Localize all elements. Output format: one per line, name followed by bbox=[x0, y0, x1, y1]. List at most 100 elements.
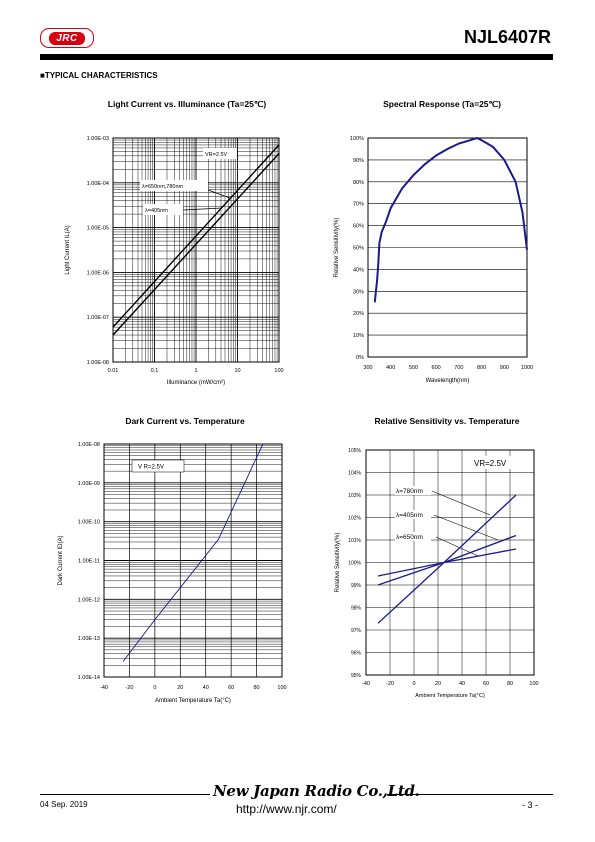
chart1-annotation: λ=405nm bbox=[145, 208, 168, 214]
chart4-y-tick-label: 105% bbox=[348, 448, 361, 454]
chart2-y-tick-label: 0% bbox=[356, 355, 364, 361]
chart1-x-axis-label: Illuminance (mW/cm²) bbox=[167, 380, 225, 386]
chart2-title: Spectral Response (Ta=25℃) bbox=[383, 99, 501, 109]
chart4-y-tick-label: 99% bbox=[351, 583, 362, 589]
footer-rule-right bbox=[387, 794, 553, 795]
chart1-series-line-1 bbox=[112, 153, 280, 336]
chart3-series-line bbox=[122, 443, 264, 662]
chart4-annotation-bg bbox=[470, 456, 514, 469]
chart2-y-tick-label: 50% bbox=[353, 246, 364, 252]
chart2-x-tick-label: 700 bbox=[454, 365, 463, 371]
chart2-y-tick-label: 90% bbox=[353, 158, 364, 164]
chart1-y-tick-label: 1.00E-06 bbox=[87, 270, 109, 276]
chart3-title: Dark Current vs. Temperature bbox=[125, 416, 245, 426]
chart3-annotation: V R=2.5V bbox=[138, 465, 164, 471]
jrc-logo: JRC bbox=[40, 28, 94, 48]
chart1-x-tick-label: 1 bbox=[194, 368, 197, 374]
chart3-x-tick-label: 100 bbox=[277, 685, 286, 691]
chart2-x-tick-label: 1000 bbox=[521, 365, 533, 371]
chart1-y-axis-label: Light Current IL(A) bbox=[65, 225, 71, 274]
chart4-annotation-bg bbox=[395, 486, 431, 495]
chart2-x-tick-label: 300 bbox=[363, 365, 372, 371]
chart1-y-tick-label: 1.00E-07 bbox=[87, 315, 109, 321]
chart4-y-tick-label: 98% bbox=[351, 606, 362, 612]
chart4-y-tick-label: 104% bbox=[348, 471, 361, 477]
footer-rule-left bbox=[40, 794, 210, 795]
chart4-annotation-bg bbox=[395, 532, 431, 541]
chart1-annotation-bg bbox=[143, 204, 183, 215]
chart2-series-line bbox=[373, 136, 528, 303]
header-rule bbox=[40, 54, 553, 60]
chart1-title: Light Current vs. Illuminance (Ta=25℃) bbox=[107, 99, 267, 109]
chart4-x-axis-label: Ambient Temperature Ta(°C) bbox=[415, 693, 485, 699]
chart2-x-tick-label: 500 bbox=[409, 365, 418, 371]
chart4-x-tick-label: 0 bbox=[412, 681, 415, 687]
chart3-y-tick-label: 1.00E-14 bbox=[78, 675, 100, 681]
chart3-x-axis-label: Ambient Temperature Ta(°C) bbox=[155, 698, 231, 704]
chart2-y-tick-label: 70% bbox=[353, 202, 364, 208]
chart1-series-line-0 bbox=[112, 144, 280, 328]
chart1-plot-frame bbox=[112, 137, 280, 363]
chart4-y-tick-label: 101% bbox=[348, 538, 361, 544]
chart1-y-tick-label: 1.00E-08 bbox=[87, 360, 109, 366]
chart2-y-tick-label: 40% bbox=[353, 267, 364, 273]
page-number: - 3 - bbox=[522, 800, 539, 810]
website-url: http://www.njr.com/ bbox=[236, 802, 337, 816]
chart3-y-tick-label: 1.00E-11 bbox=[78, 559, 100, 565]
chart2-x-tick-label: 900 bbox=[500, 365, 509, 371]
chart1-annotation-bg bbox=[140, 180, 208, 191]
chart4-series-line-2 bbox=[377, 534, 517, 586]
chart3-x-tick-label: 20 bbox=[177, 685, 183, 691]
chart4-y-tick-label: 103% bbox=[348, 493, 361, 499]
chart3-y-axis-label: Dark Current ID(A) bbox=[58, 535, 64, 585]
chart1-x-tick-label: 0.01 bbox=[108, 368, 119, 374]
chart3-y-tick-label: 1.00E-10 bbox=[78, 520, 100, 526]
chart2-y-tick-label: 100% bbox=[350, 136, 364, 142]
chart4-y-tick-label: 102% bbox=[348, 516, 361, 522]
part-number: NJL6407R bbox=[463, 27, 551, 47]
chart1-x-tick-label: 10 bbox=[234, 368, 240, 374]
chart4-annotation: λ=780nm bbox=[396, 488, 423, 495]
chart4-y-axis-label: Relative Sensitivity(%) bbox=[335, 533, 341, 593]
chart3-plot-frame bbox=[103, 443, 283, 678]
chart3-x-tick-label: -20 bbox=[125, 685, 133, 691]
chart2-y-tick-label: 80% bbox=[353, 180, 364, 186]
chart4-x-tick-label: -20 bbox=[386, 681, 394, 687]
chart1-y-tick-label: 1.00E-03 bbox=[87, 136, 109, 142]
chart2-y-tick-label: 10% bbox=[353, 333, 364, 339]
chart4-annotation: λ=650nm bbox=[396, 534, 423, 541]
chart2-x-tick-label: 400 bbox=[386, 365, 395, 371]
chart4-y-tick-label: 100% bbox=[348, 561, 361, 567]
chart4-annotation-bg bbox=[395, 510, 431, 519]
chart4-x-tick-label: 80 bbox=[507, 681, 513, 687]
chart2-x-tick-label: 600 bbox=[432, 365, 441, 371]
chart3-y-tick-label: 1.00E-08 bbox=[78, 442, 100, 448]
chart2-x-tick-label: 800 bbox=[477, 365, 486, 371]
chart1-x-tick-label: 100 bbox=[274, 368, 283, 374]
chart4-leader-line bbox=[433, 514, 499, 541]
chart2-y-tick-label: 20% bbox=[353, 311, 364, 317]
chart4-y-tick-label: 96% bbox=[351, 651, 362, 657]
chart4-annotation: λ=405nm bbox=[396, 512, 423, 519]
chart3-x-tick-label: 60 bbox=[228, 685, 234, 691]
chart1-annotation-bg bbox=[203, 148, 237, 159]
chart3-annotation-box bbox=[131, 459, 185, 473]
chart3-x-tick-label: 0 bbox=[153, 685, 156, 691]
chart3-x-tick-label: 80 bbox=[254, 685, 260, 691]
chart4-annotation: VR=2.5V bbox=[474, 459, 507, 468]
chart4-x-tick-label: 20 bbox=[435, 681, 441, 687]
chart2-x-axis-label: Wavelength(nm) bbox=[426, 378, 470, 384]
chart4-x-tick-label: -40 bbox=[362, 681, 370, 687]
chart4-y-tick-label: 97% bbox=[351, 628, 362, 634]
chart4-x-tick-label: 100 bbox=[529, 681, 538, 687]
chart3-x-tick-label: -40 bbox=[100, 685, 108, 691]
chart4-y-tick-label: 95% bbox=[351, 673, 362, 679]
chart1-x-tick-label: 0.1 bbox=[151, 368, 159, 374]
chart2-y-tick-label: 30% bbox=[353, 289, 364, 295]
chart3-y-tick-label: 1.00E-13 bbox=[78, 636, 100, 642]
logo-text: JRC bbox=[49, 31, 85, 45]
chart1-annotation: λ=650nm,780nm bbox=[142, 184, 184, 190]
chart2-y-tick-label: 60% bbox=[353, 224, 364, 230]
chart2-y-axis-label: Relative Sensitivity(%) bbox=[334, 218, 340, 278]
